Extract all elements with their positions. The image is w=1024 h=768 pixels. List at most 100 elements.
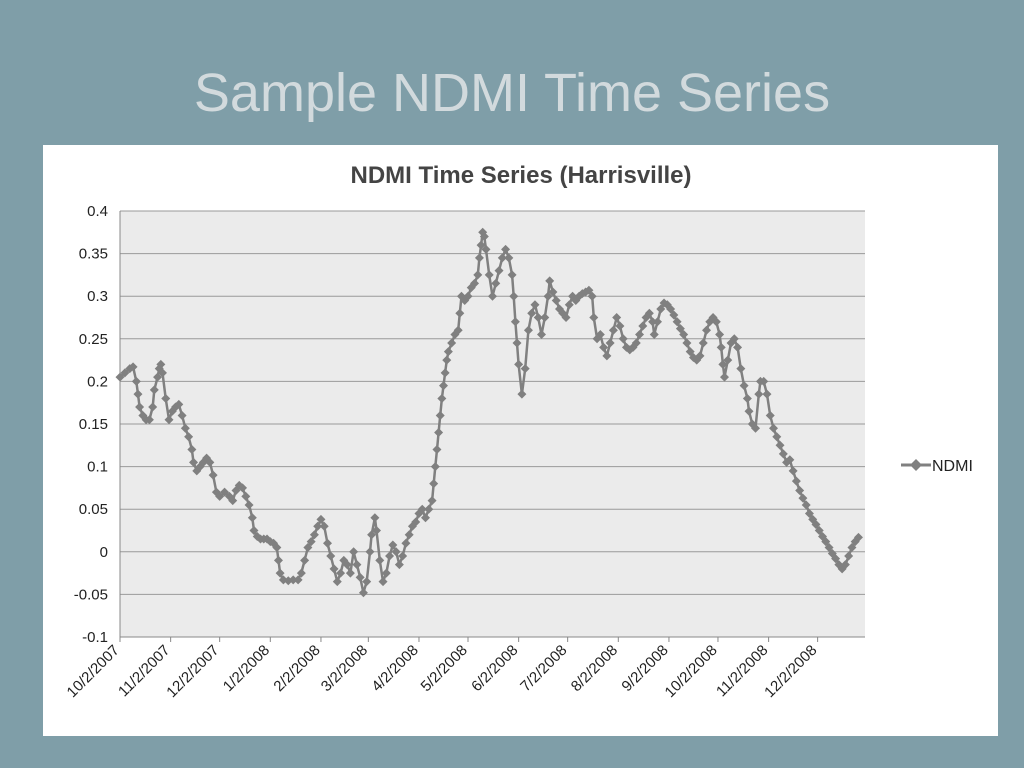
data-point <box>427 496 437 506</box>
data-point <box>131 376 141 386</box>
data-point <box>432 445 442 455</box>
y-tick-label: 0.4 <box>87 203 108 220</box>
data-point <box>378 577 388 587</box>
data-point <box>275 568 285 578</box>
data-point <box>584 285 594 295</box>
data-point <box>434 428 444 438</box>
y-tick-label: 0.35 <box>79 246 108 263</box>
data-point <box>648 317 658 327</box>
data-point <box>788 466 798 476</box>
data-point <box>394 560 404 570</box>
data-point <box>587 291 597 301</box>
data-point <box>512 338 522 348</box>
data-point <box>148 402 158 412</box>
data-point <box>120 368 130 378</box>
slide-title: Sample NDMI Time Series <box>193 63 831 123</box>
data-point <box>455 308 465 318</box>
data-point <box>435 410 445 420</box>
data-point <box>440 368 450 378</box>
data-point <box>296 568 306 578</box>
data-point <box>702 325 712 335</box>
data-point <box>156 359 166 369</box>
data-point <box>653 317 663 327</box>
data-point <box>548 287 558 297</box>
x-tick-label: 3/2/2008 <box>318 642 371 695</box>
data-point <box>682 338 692 348</box>
data-point <box>326 551 336 561</box>
data-point <box>293 575 303 585</box>
data-point <box>358 588 368 598</box>
x-tick-label: 8/2/2008 <box>568 642 621 695</box>
data-point <box>481 244 491 254</box>
data-point <box>635 330 645 340</box>
data-point <box>244 500 254 510</box>
data-point <box>370 513 380 523</box>
data-point <box>174 399 184 409</box>
data-point <box>205 457 215 467</box>
y-tick-label: 0.2 <box>87 373 108 390</box>
data-point <box>785 455 795 465</box>
data-point <box>322 538 332 548</box>
data-point <box>342 560 352 570</box>
data-point <box>228 496 238 506</box>
data-point <box>564 300 574 310</box>
data-point <box>517 389 527 399</box>
data-point <box>733 342 743 352</box>
data-point <box>798 493 808 503</box>
y-tick-label: 0.15 <box>79 416 108 433</box>
data-point <box>729 334 739 344</box>
y-tick-label: 0.05 <box>79 501 108 518</box>
data-point <box>476 240 486 250</box>
data-point <box>187 445 197 455</box>
data-point <box>527 308 537 318</box>
data-point <box>602 351 612 361</box>
data-point <box>437 393 447 403</box>
data-point <box>530 300 540 310</box>
data-point <box>592 334 602 344</box>
series-ndmi <box>115 227 863 598</box>
legend-diamond-icon <box>910 459 922 471</box>
data-point <box>537 330 547 340</box>
data-point <box>421 513 431 523</box>
x-tick-label: 2/2/2008 <box>270 642 323 695</box>
data-point <box>762 389 772 399</box>
data-point <box>543 291 553 301</box>
chart-container: NDMI Time Series (Harrisville) 0.4 0.35 0.… <box>43 145 998 736</box>
data-point <box>769 423 779 433</box>
data-point <box>484 270 494 280</box>
data-point <box>679 330 689 340</box>
data-point <box>153 372 163 382</box>
data-point <box>644 308 654 318</box>
data-point <box>269 538 279 548</box>
x-tick-label: 10/2/2008 <box>662 642 721 701</box>
data-point <box>367 530 377 540</box>
x-tick-label: 12/2/2007 <box>163 642 222 701</box>
data-point <box>510 317 520 327</box>
data-point <box>491 278 501 288</box>
data-point <box>561 313 571 322</box>
ndmi-line-chart: NDMI Time Series (Harrisville) 0.4 0.35 0.… <box>64 162 973 701</box>
data-point <box>247 513 257 523</box>
data-point <box>736 364 746 374</box>
x-tick-label: 10/2/2007 <box>64 642 123 701</box>
data-point <box>814 526 824 535</box>
data-point <box>278 575 288 585</box>
data-point <box>675 324 685 334</box>
data-point <box>249 526 259 535</box>
data-point <box>385 551 395 561</box>
y-tick-label: 0.3 <box>87 288 108 305</box>
data-point <box>332 577 342 587</box>
chart-title: NDMI Time Series (Harrisville) <box>350 162 691 189</box>
data-point <box>189 457 199 467</box>
data-point <box>577 289 587 299</box>
data-point <box>388 540 398 550</box>
data-point <box>551 295 561 305</box>
data-point <box>811 520 821 530</box>
data-point <box>847 543 857 553</box>
data-point <box>723 355 733 365</box>
data-point <box>695 351 705 361</box>
data-point <box>417 504 427 514</box>
data-point <box>404 530 414 540</box>
data-point <box>507 270 517 280</box>
data-point <box>352 560 362 570</box>
